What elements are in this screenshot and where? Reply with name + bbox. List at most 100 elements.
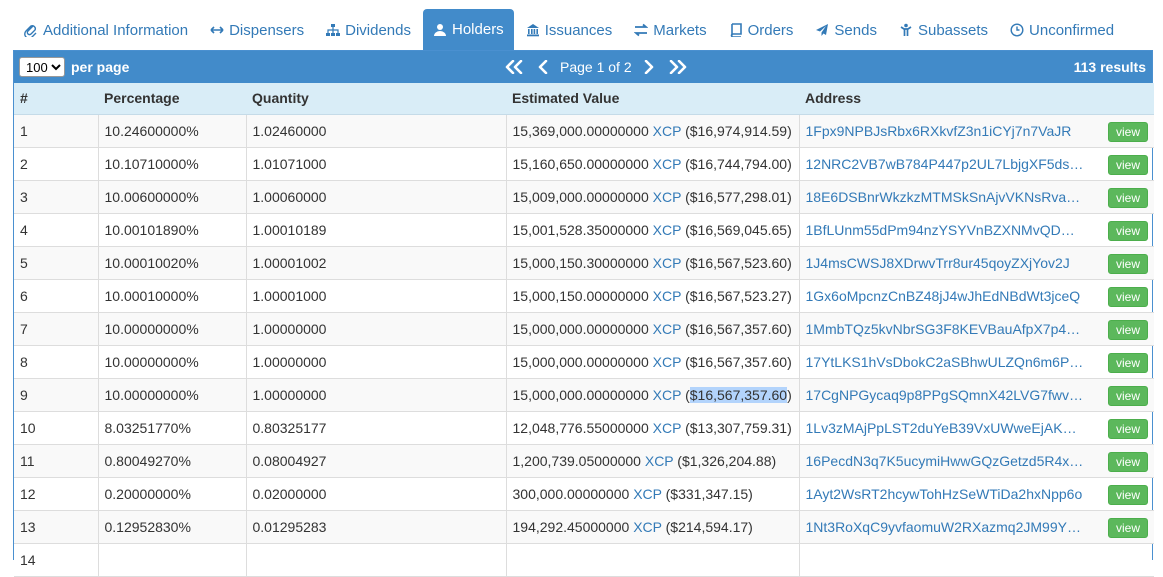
- view-button[interactable]: view: [1107, 220, 1148, 241]
- view-button[interactable]: view: [1107, 418, 1148, 439]
- column-header-number: #: [14, 83, 98, 115]
- tab-issuances[interactable]: Issuances: [516, 10, 623, 50]
- row-number: 11: [14, 444, 99, 478]
- holder-quantity: 0.08004927: [246, 444, 507, 478]
- table-header-row: # Percentage Quantity Estimated Value Ad…: [14, 83, 1154, 115]
- address-link[interactable]: 18E6DSBnrWkzkzMTMSkSnAjvVKNsRvardo: [805, 189, 1084, 206]
- holder-percentage: 10.10710000%: [98, 147, 247, 181]
- tab-unconfirmed[interactable]: Unconfirmed: [1000, 10, 1124, 50]
- table-row: 1 10.24600000% 1.02460000 15,369,000.000000…: [14, 114, 1154, 148]
- row-number: 10: [14, 411, 99, 445]
- tab-label: Markets: [653, 21, 707, 39]
- tab-subassets[interactable]: Subassets: [889, 10, 998, 50]
- value-amount: 194,292.45000000: [512, 518, 630, 535]
- address-cell: 1Gx6oMpcnzCnBZ48jJ4wJhEdNBdWt3jceQ view: [799, 279, 1154, 313]
- next-page-button[interactable]: [644, 60, 654, 74]
- clock-icon: [1010, 23, 1024, 37]
- usd-value: $13,307,759.31: [689, 419, 788, 436]
- asset-link[interactable]: XCP: [652, 320, 682, 337]
- value-amount: 1,200,739.05000000: [512, 452, 641, 469]
- asset-link[interactable]: XCP: [652, 188, 682, 205]
- double-chevron-right-icon: [669, 60, 686, 74]
- column-header-address: Address: [799, 83, 1154, 115]
- estimated-value: 15,000,150.00000000 XCP ($16,567,523.27): [506, 279, 800, 313]
- tab-dividends[interactable]: Dividends: [316, 10, 421, 50]
- tab-label: Additional Information: [43, 21, 189, 39]
- address-cell: 1J4msCWSJ8XDrwvTrr8ur45qoyZXjYov2J view: [799, 246, 1154, 280]
- view-button[interactable]: view: [1107, 451, 1148, 472]
- child-icon: [900, 23, 912, 36]
- table-row: 2 10.10710000% 1.01071000 15,160,650.000000…: [14, 147, 1154, 181]
- value-amount: 15,000,000.00000000: [512, 320, 649, 337]
- address-cell: 17CgNPGycaq9p8PPgSQmnX42LVG7fwv… view: [799, 378, 1154, 412]
- holders-table: # Percentage Quantity Estimated Value Ad…: [14, 83, 1154, 577]
- address-link[interactable]: 1Fpx9NPBJsRbx6RXkvfZ3n1iCYj7n7VaJR: [805, 123, 1072, 140]
- view-button[interactable]: view: [1107, 187, 1148, 208]
- table-row: 10 8.03251770% 0.80325177 12,048,776.550000…: [14, 411, 1154, 445]
- row-number: 3: [14, 180, 99, 214]
- view-button[interactable]: view: [1107, 385, 1148, 406]
- asset-link[interactable]: XCP: [652, 419, 682, 436]
- usd-value: $16,744,794.00: [689, 155, 788, 172]
- tab-sends[interactable]: Sends: [805, 10, 887, 50]
- table-row: 9 10.00000000% 1.00000000 15,000,000.000000…: [14, 378, 1154, 412]
- address-link[interactable]: 17YtLKS1hVsDbokC2aSBhwULZQn6m6P…: [805, 354, 1084, 371]
- row-number: 6: [14, 279, 99, 313]
- address-link[interactable]: 1Ayt2WsRT2hcywTohHzSeWTiDa2hxNpp6o: [805, 486, 1083, 503]
- asset-link[interactable]: XCP: [652, 353, 682, 370]
- address-link[interactable]: 17CgNPGycaq9p8PPgSQmnX42LVG7fwv…: [805, 387, 1084, 404]
- view-button[interactable]: view: [1107, 319, 1148, 340]
- previous-page-button[interactable]: [538, 60, 548, 74]
- table-row: 6 10.00010000% 1.00001000 15,000,150.000000…: [14, 279, 1154, 313]
- address-link[interactable]: 1Lv3zMAjPpLST2duYeB39VxUWweEjAK8Rz: [805, 420, 1084, 437]
- asset-link[interactable]: XCP: [652, 287, 682, 304]
- address-link[interactable]: 1J4msCWSJ8XDrwvTrr8ur45qoyZXjYov2J: [805, 255, 1070, 272]
- view-button[interactable]: view: [1107, 484, 1148, 505]
- tab-label: Unconfirmed: [1029, 21, 1115, 39]
- tab-markets[interactable]: Markets: [624, 10, 716, 50]
- view-button[interactable]: view: [1107, 286, 1148, 307]
- asset-link[interactable]: XCP: [652, 254, 682, 271]
- address-cell: 1Nt3RoXqC9yvfaomuW2RXazmq2JM99Y3ib view: [799, 510, 1154, 544]
- address-link[interactable]: 1BfLUnm55dPm94nzYSYVnBZXNMvQDU…: [805, 222, 1084, 239]
- address-link[interactable]: 1MmbTQz5kvNbrSG3F8KEVBauAfpX7p4s…: [805, 321, 1084, 338]
- asset-link[interactable]: XCP: [652, 155, 682, 172]
- pager: Page 1 of 2: [504, 51, 688, 83]
- view-button[interactable]: view: [1107, 121, 1148, 142]
- address-link[interactable]: 1Gx6oMpcnzCnBZ48jJ4wJhEdNBdWt3jceQ: [805, 288, 1081, 305]
- asset-link[interactable]: XCP: [644, 452, 674, 469]
- asset-link[interactable]: XCP: [652, 386, 682, 403]
- view-button[interactable]: view: [1107, 352, 1148, 373]
- first-page-button[interactable]: [504, 60, 524, 74]
- per-page-select[interactable]: 100: [19, 57, 65, 77]
- tab-orders[interactable]: Orders: [719, 10, 804, 50]
- estimated-value: 15,000,150.30000000 XCP ($16,567,523.60): [506, 246, 800, 280]
- asset-link[interactable]: XCP: [652, 221, 682, 238]
- holder-quantity: 1.00000000: [246, 345, 507, 379]
- tab-additional-information[interactable]: Additional Information: [14, 10, 198, 50]
- tab-holders[interactable]: Holders: [423, 9, 514, 50]
- asset-link[interactable]: XCP: [633, 485, 662, 502]
- address-link[interactable]: 1Nt3RoXqC9yvfaomuW2RXazmq2JM99Y3ib: [805, 519, 1084, 536]
- usd-value: $16,569,045.65: [689, 221, 788, 238]
- chevron-left-icon: [538, 60, 548, 74]
- estimated-value: 12,048,776.55000000 XCP ($13,307,759.31): [506, 411, 800, 445]
- estimated-value: 15,000,000.00000000 XCP ($16,567,357.60): [506, 345, 800, 379]
- value-amount: 12,048,776.55000000: [512, 419, 649, 436]
- view-button[interactable]: view: [1107, 154, 1148, 175]
- column-header-percentage: Percentage: [98, 83, 246, 115]
- view-button[interactable]: view: [1107, 253, 1148, 274]
- address-link[interactable]: 12NRC2VB7wB784P447p2UL7LbjgXF5ds25: [805, 156, 1084, 173]
- asset-link[interactable]: XCP: [652, 122, 682, 139]
- table-row: 8 10.00000000% 1.00000000 15,000,000.000000…: [14, 345, 1154, 379]
- address-link[interactable]: 16PecdN3q7K5ucymiHwwGQzGetzd5R4x…: [805, 453, 1084, 470]
- asset-link[interactable]: XCP: [633, 518, 662, 535]
- view-button[interactable]: view: [1107, 517, 1148, 538]
- last-page-button[interactable]: [668, 60, 688, 74]
- address-cell: 12NRC2VB7wB784P447p2UL7LbjgXF5ds25 view: [799, 147, 1154, 181]
- holder-percentage: 10.00000000%: [98, 312, 247, 346]
- row-number: 5: [14, 246, 99, 280]
- usd-value: $16,567,523.60: [689, 254, 788, 271]
- user-icon: [434, 23, 446, 36]
- tab-dispensers[interactable]: Dispensers: [200, 10, 314, 50]
